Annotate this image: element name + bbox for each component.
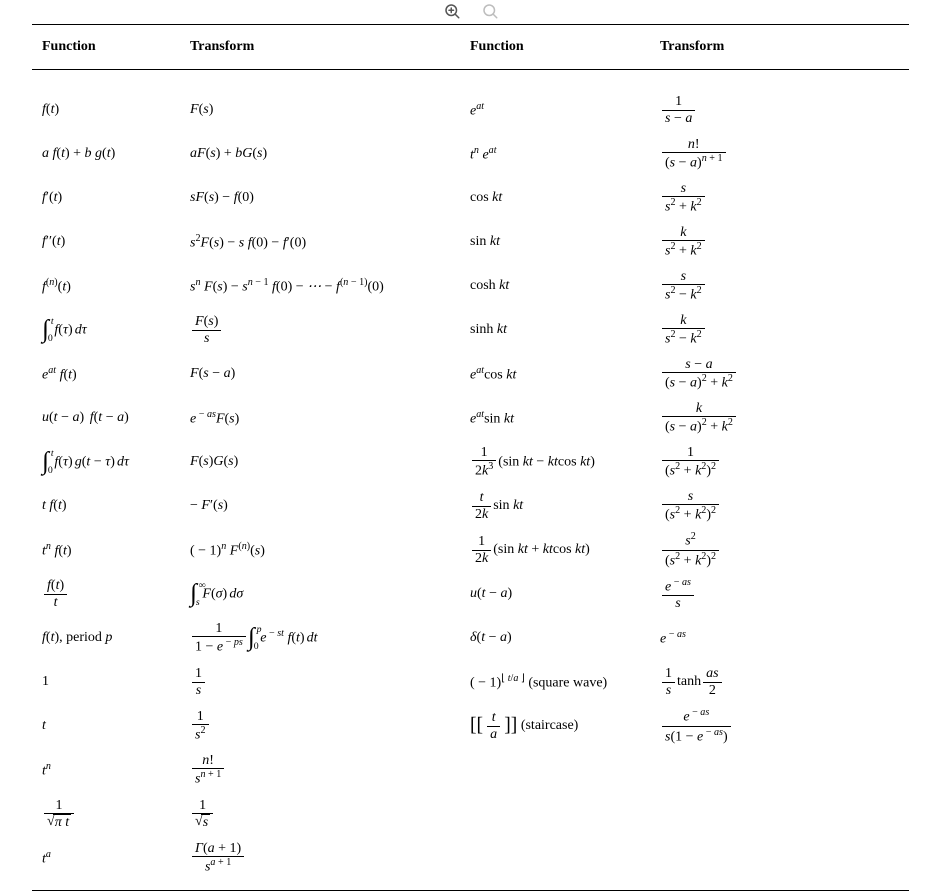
cell-transform-right: e − ass [660,577,909,611]
table-row: eat f(t)F(s − a)eatcos kts − a(s − a)2 +… [42,352,909,396]
cell-transform-right: e − as [660,629,909,647]
header-transform-right: Transform [660,39,909,55]
cell-transform-left: 1s [190,666,470,698]
cell-transform-right: s(s2 + k2)2 [660,489,909,523]
cell-function-left: ta [42,849,190,867]
cell-function-right: 12k3(sin kt − ktcos kt) [470,445,660,479]
cell-function-right: sinh kt [470,322,660,337]
table-row: tn f(t)( − 1)n F(n)(s)12k(sin kt + ktcos… [42,528,909,572]
cell-function-right: cosh kt [470,278,660,293]
header-function-left: Function [42,39,190,55]
table-row: f(t)t∫∞s F(σ)dσu(t − a)e − ass [42,572,909,616]
table-row: tnn!sn + 1 [42,748,909,792]
cell-function-right: sin kt [470,234,660,249]
table-row: t1s2[[ta]] (staircase)e − ass(1 − e − as… [42,704,909,748]
cell-function-left: ∫t0 f(τ)g(t − τ)dτ [42,451,190,474]
cell-function-right: eatsin kt [470,409,660,427]
table-row: u(t − a) f(t − a)e − asF(s)eatsin ktk(s … [42,396,909,440]
cell-function-right: δ(t − a) [470,630,660,645]
cell-transform-right: 1(s2 + k2)2 [660,445,909,479]
cell-function-left: tn f(t) [42,541,190,559]
cell-transform-right: s − a(s − a)2 + k2 [660,357,909,391]
cell-transform-left: 1√s [190,798,470,831]
table-row: f(t)F(s)eat1s − a [42,88,909,132]
cell-function-right: [[ta]] (staircase) [470,710,660,742]
cell-function-right: tn eat [470,145,660,163]
cell-function-left: tn [42,761,190,779]
cell-function-left: f(t)t [42,578,190,610]
cell-transform-left: 1s2 [190,709,470,743]
cell-transform-right: ss2 − k2 [660,269,909,303]
table-row: taΓ(a + 1)sa + 1 [42,836,909,880]
cell-function-left: f′(t) [42,190,190,205]
cell-function-right: eat [470,101,660,119]
cell-transform-right: ks2 − k2 [660,313,909,347]
table-row: ∫t0 f(τ)g(t − τ)dτF(s)G(s)12k3(sin kt − … [42,440,909,484]
cell-function-left: t [42,718,190,733]
cell-transform-left: F(s) [190,102,470,117]
cell-transform-left: Γ(a + 1)sa + 1 [190,841,470,875]
table-row: 1√π t1√s [42,792,909,836]
zoom-in-icon[interactable] [443,2,461,20]
cell-transform-left: e − asF(s) [190,409,470,427]
cell-transform-left: − F′(s) [190,498,470,513]
table-header-row: Function Transform Function Transform [32,25,909,70]
cell-transform-left: sF(s) − f(0) [190,190,470,205]
laplace-transform-table: Function Transform Function Transform f(… [32,24,909,891]
cell-function-left: t f(t) [42,498,190,513]
cell-function-right: t2ksin kt [470,490,660,522]
cell-transform-right: 1stanhas2 [660,666,909,698]
cell-function-left: f(t) [42,102,190,117]
cell-transform-right: e − ass(1 − e − as) [660,707,909,744]
header-function-right: Function [470,39,660,55]
cell-function-left: f′′(t) [42,234,190,249]
cell-transform-left: 11 − e − ps∫p0 e − st f(t)dt [190,621,470,655]
cell-function-left: 1√π t [42,798,190,831]
cell-transform-right: k(s − a)2 + k2 [660,401,909,435]
cell-transform-left: F(s)G(s) [190,454,470,469]
cell-transform-right: 1s − a [660,94,909,126]
cell-function-right: u(t − a) [470,586,660,601]
cell-function-right: 12k(sin kt + ktcos kt) [470,534,660,566]
cell-transform-left: F(s − a) [190,366,470,381]
cell-transform-left: ∫∞s F(σ)dσ [190,583,470,606]
cell-function-right: cos kt [470,190,660,205]
cell-function-left: f(t), period p [42,630,190,645]
cell-transform-right: ss2 + k2 [660,181,909,215]
table-row: f(t), period p11 − e − ps∫p0 e − st f(t)… [42,616,909,660]
cell-function-left: f(n)(t) [42,277,190,295]
cell-transform-left: sn F(s) − sn − 1 f(0) − ⋯ − f(n − 1)(0) [190,277,470,295]
table-row: f′(t)sF(s) − f(0)cos ktss2 + k2 [42,176,909,220]
cell-function-left: ∫t0 f(τ)dτ [42,319,190,342]
cell-transform-left: aF(s) + bG(s) [190,146,470,161]
toolbar [0,0,941,24]
table-row: ∫t0 f(τ)dτF(s)ssinh ktks2 − k2 [42,308,909,352]
table-row: t f(t) − F′(s)t2ksin kts(s2 + k2)2 [42,484,909,528]
cell-function-left: 1 [42,674,190,689]
cell-transform-left: ( − 1)n F(n)(s) [190,541,470,559]
cell-function-left: a f(t) + b g(t) [42,146,190,161]
cell-transform-right: n!(s − a)n + 1 [660,137,909,171]
cell-function-left: eat f(t) [42,365,190,383]
cell-transform-right: s2(s2 + k2)2 [660,531,909,568]
table-body: f(t)F(s)eat1s − aa f(t) + b g(t)aF(s) + … [32,70,909,890]
cell-function-right: ( − 1)⌊ t/a ⌋ (square wave) [470,673,660,691]
table-row: f(n)(t)sn F(s) − sn − 1 f(0) − ⋯ − f(n −… [42,264,909,308]
cell-transform-left: F(s)s [190,314,470,346]
cell-transform-left: n!sn + 1 [190,753,470,787]
table-row: 11s( − 1)⌊ t/a ⌋ (square wave)1stanhas2 [42,660,909,704]
cell-function-right: eatcos kt [470,365,660,383]
cell-function-left: u(t − a) f(t − a) [42,410,190,425]
table-row: a f(t) + b g(t)aF(s) + bG(s)tn eatn!(s −… [42,132,909,176]
header-transform-left: Transform [190,39,470,55]
table-row: f′′(t)s2F(s) − s f(0) − f′(0)sin ktks2 +… [42,220,909,264]
cell-transform-right: ks2 + k2 [660,225,909,259]
cell-transform-left: s2F(s) − s f(0) − f′(0) [190,233,470,251]
search-icon[interactable] [481,2,499,20]
